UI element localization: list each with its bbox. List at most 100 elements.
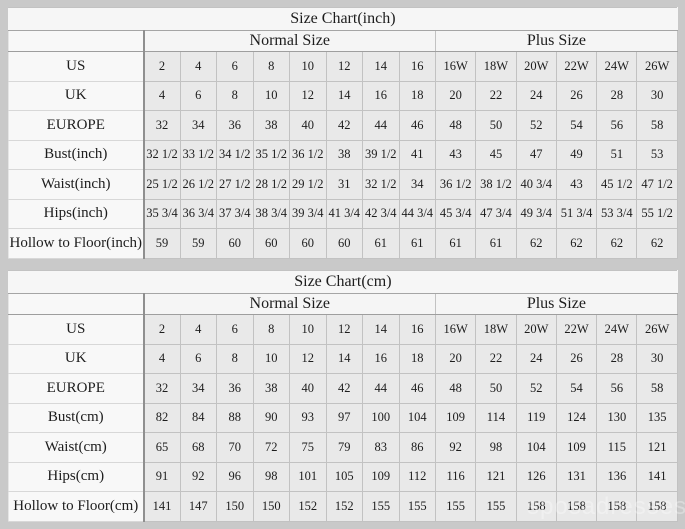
size-chart-inch-table: Size Chart(inch) Normal Size Plus Size US 2 4… xyxy=(8,7,678,259)
value-cell: 47 1/2 xyxy=(636,169,678,200)
value-cell: 29 1/2 xyxy=(289,169,327,200)
table-row: Waist(cm) 65 68 70 72 75 79 83 86 92 98 104 109 115 12… xyxy=(8,432,678,463)
value-cell: 4 xyxy=(179,51,217,82)
value-cell: 12 xyxy=(325,51,363,82)
value-cell: 131 xyxy=(555,461,598,492)
value-cell: 8 xyxy=(252,51,290,82)
value-cell: 42 3/4 xyxy=(362,198,400,229)
value-cell: 36 xyxy=(216,373,254,404)
value-cell: 24 xyxy=(515,80,557,111)
value-cell: 14 xyxy=(362,51,400,82)
table-row: Waist(inch) 25 1/2 26 1/2 27 1/2 28 1/2 29 1/… xyxy=(8,169,678,200)
value-cell: 34 1/2 xyxy=(216,139,254,170)
table-row: UK 4 6 8 10 12 14 16 18 20 22 24 26 28 30 xyxy=(8,80,678,111)
value-cell: 31 xyxy=(325,169,363,200)
table-row: EUROPE 32 34 36 38 40 42 44 46 48 50 52 54 56 58 xyxy=(8,110,678,141)
value-cell: 98 xyxy=(475,432,517,463)
value-cell: 40 3/4 xyxy=(515,169,557,200)
value-cell: 116 xyxy=(434,461,477,492)
value-cell: 6 xyxy=(216,314,254,345)
value-cell: 109 xyxy=(555,432,598,463)
value-cell: 147 xyxy=(179,491,217,522)
value-cell: 91 xyxy=(143,461,181,492)
value-cell: 47 xyxy=(515,139,557,170)
value-cell: 126 xyxy=(515,461,557,492)
size-chart-cm-table: Size Chart(cm) Normal Size Plus Size US 2 4 6 8… xyxy=(8,270,678,522)
value-cell: 14 xyxy=(325,343,363,374)
value-cell: 36 1/2 xyxy=(434,169,477,200)
value-cell: 20W xyxy=(515,51,557,82)
value-cell: 10 xyxy=(252,80,290,111)
value-cell: 18 xyxy=(398,343,436,374)
value-cell: 46 xyxy=(398,110,436,141)
value-cell: 50 xyxy=(475,373,517,404)
value-cell: 28 1/2 xyxy=(252,169,290,200)
value-cell: 6 xyxy=(179,80,217,111)
value-cell: 109 xyxy=(362,461,400,492)
value-cell: 155 xyxy=(362,491,400,522)
value-cell: 59 xyxy=(143,228,181,259)
value-cell: 28 xyxy=(596,80,638,111)
value-cell: 16 xyxy=(398,314,436,345)
value-cell: 12 xyxy=(325,314,363,345)
value-cell: 2 xyxy=(143,51,181,82)
value-cell: 60 xyxy=(252,228,290,259)
value-cell: 61 xyxy=(362,228,400,259)
value-cell: 36 xyxy=(216,110,254,141)
row-label: Bust(cm) xyxy=(8,402,145,433)
value-cell: 101 xyxy=(289,461,327,492)
row-label: UK xyxy=(8,80,145,111)
value-cell: 42 xyxy=(325,110,363,141)
value-cell: 155 xyxy=(398,491,436,522)
value-cell: 10 xyxy=(289,51,327,82)
table-row: UK 4 6 8 10 12 14 16 18 20 22 24 26 28 30 xyxy=(8,343,678,374)
value-cell: 22W xyxy=(555,51,598,82)
value-cell: 158 xyxy=(515,491,557,522)
value-cell: 38 xyxy=(252,373,290,404)
value-cell: 6 xyxy=(179,343,217,374)
header-spacer-cell xyxy=(8,293,145,315)
value-cell: 158 xyxy=(596,491,638,522)
value-cell: 62 xyxy=(636,228,678,259)
value-cell: 88 xyxy=(216,402,254,433)
value-cell: 50 xyxy=(475,110,517,141)
value-cell: 52 xyxy=(515,110,557,141)
value-cell: 39 1/2 xyxy=(362,139,400,170)
group-header-normal-size: Normal Size xyxy=(143,30,436,52)
value-cell: 86 xyxy=(398,432,436,463)
table-row: US 2 4 6 8 10 12 14 16 16W 18W 20W 22W 24W 26W xyxy=(8,314,678,345)
value-cell: 34 xyxy=(179,373,217,404)
value-cell: 100 xyxy=(362,402,400,433)
value-cell: 60 xyxy=(325,228,363,259)
value-cell: 12 xyxy=(289,343,327,374)
value-cell: 96 xyxy=(216,461,254,492)
value-cell: 115 xyxy=(596,432,638,463)
table-title: Size Chart(inch) xyxy=(8,7,678,31)
value-cell: 26W xyxy=(636,51,678,82)
value-cell: 61 xyxy=(434,228,477,259)
value-cell: 155 xyxy=(434,491,477,522)
value-cell: 45 xyxy=(475,139,517,170)
value-cell: 14 xyxy=(362,314,400,345)
value-cell: 26W xyxy=(636,314,678,345)
value-cell: 35 1/2 xyxy=(252,139,290,170)
value-cell: 158 xyxy=(555,491,598,522)
row-label: US xyxy=(8,314,145,345)
value-cell: 150 xyxy=(252,491,290,522)
value-cell: 39 3/4 xyxy=(289,198,327,229)
value-cell: 38 1/2 xyxy=(475,169,517,200)
value-cell: 109 xyxy=(434,402,477,433)
value-cell: 24W xyxy=(596,314,638,345)
value-cell: 22 xyxy=(475,343,517,374)
value-cell: 41 3/4 xyxy=(325,198,363,229)
value-cell: 32 xyxy=(143,110,181,141)
value-cell: 25 1/2 xyxy=(143,169,181,200)
value-cell: 20W xyxy=(515,314,557,345)
value-cell: 37 3/4 xyxy=(216,198,254,229)
value-cell: 51 xyxy=(596,139,638,170)
value-cell: 152 xyxy=(289,491,327,522)
value-cell: 60 xyxy=(289,228,327,259)
table-row: EUROPE 32 34 36 38 40 42 44 46 48 50 52 54 56 58 xyxy=(8,373,678,404)
value-cell: 56 xyxy=(596,373,638,404)
value-cell: 112 xyxy=(398,461,436,492)
